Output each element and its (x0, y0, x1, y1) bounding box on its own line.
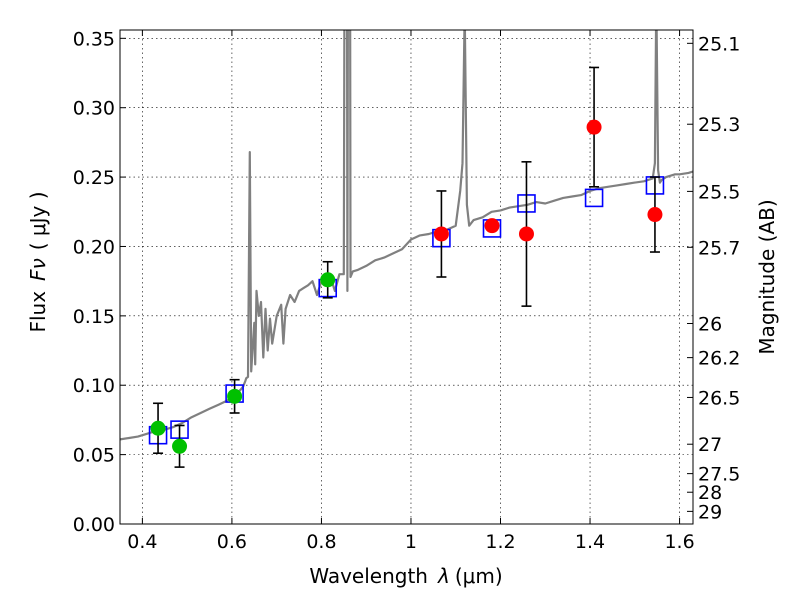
x-tick-label: 0.6 (217, 531, 247, 553)
y-tick-label: 0.10 (73, 375, 115, 397)
y-tick-label: 0.15 (73, 306, 115, 328)
y2-axis-label: Magnitude (AB) (755, 199, 779, 354)
data-point (227, 388, 243, 404)
data-point (433, 226, 449, 242)
y2-tick-label: 28 (698, 482, 722, 504)
y-tick-label: 0.00 (73, 514, 115, 536)
x-tick-label: 0.8 (306, 531, 336, 553)
spectrum-layer (120, 30, 693, 441)
y2-tick-label: 27.5 (698, 464, 740, 486)
spectrum-line (120, 30, 693, 441)
y2-tick-label: 25.1 (698, 33, 740, 55)
x-tick-label: 1.6 (664, 531, 694, 553)
y2-tick-label: 25.3 (698, 114, 740, 136)
plot-frame (119, 29, 694, 525)
data-point (320, 272, 336, 288)
y-tick-label: 0.25 (73, 167, 115, 189)
data-point (484, 218, 500, 234)
y-axis-left: 0.00 0.05 0.10 0.15 0.20 0.25 0.30 0.35 (73, 28, 126, 536)
data-point (647, 207, 663, 223)
data-layer (148, 66, 665, 468)
x-axis-label: Wavelength λ (μm) (309, 564, 502, 588)
y2-tick-label: 27 (698, 434, 722, 456)
x-tick-label: 1.2 (485, 531, 515, 553)
gridlines (120, 30, 693, 525)
x-tick-label: 0.4 (127, 531, 157, 553)
x-tick-label: 1.4 (575, 531, 605, 553)
data-point (172, 438, 188, 454)
model-square-marker (584, 188, 604, 208)
y-tick-label: 0.35 (73, 28, 115, 50)
y2-tick-label: 26.5 (698, 387, 740, 409)
y-axis-label: FluxFν( μJy ) (26, 191, 50, 332)
y2-tick-label: 25.7 (698, 237, 740, 259)
y2-tick-label: 26 (698, 313, 722, 335)
y2-tick-label: 25.5 (698, 181, 740, 203)
x-tick-label: 1 (405, 531, 417, 553)
data-point (150, 420, 166, 436)
data-point (586, 119, 602, 135)
y-tick-label: 0.30 (73, 98, 115, 120)
y2-tick-label: 29 (698, 501, 722, 523)
x-axis: 0.4 0.6 0.8 1 1.2 1.4 1.6 (127, 30, 695, 553)
y2-tick-label: 26.2 (698, 348, 740, 370)
data-point (518, 226, 534, 242)
y-tick-label: 0.20 (73, 236, 115, 258)
y-tick-label: 0.05 (73, 445, 115, 467)
